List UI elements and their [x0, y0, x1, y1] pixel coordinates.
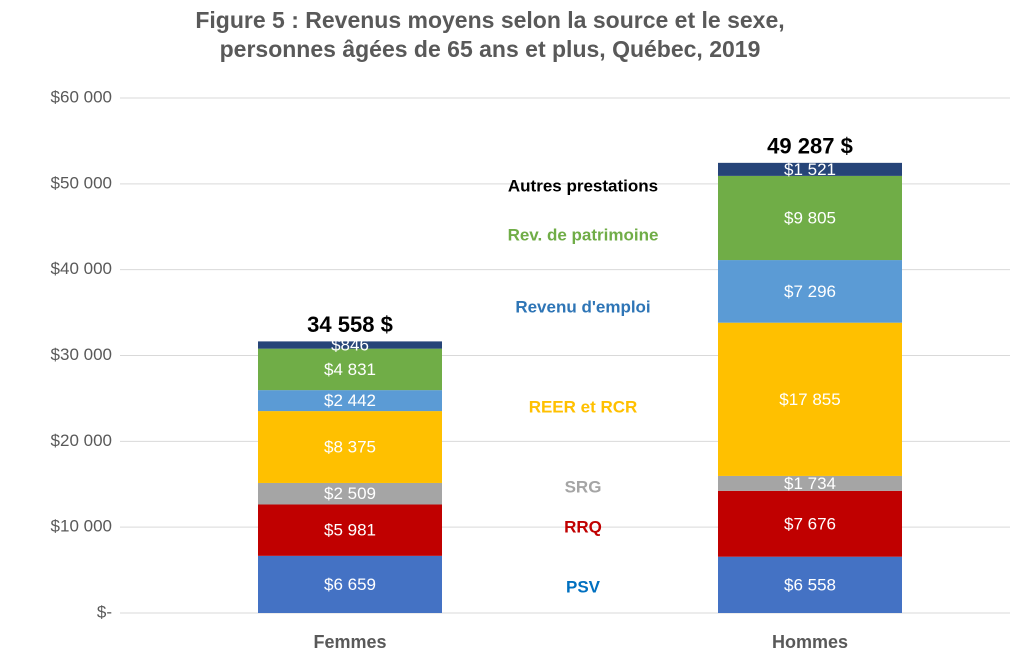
legend-label: Revenu d'emploi — [515, 297, 650, 316]
x-tick-label: Hommes — [772, 632, 848, 652]
legend-label: RRQ — [564, 517, 602, 536]
y-tick-label: $20 000 — [51, 431, 112, 450]
value-label: $1 521 — [784, 160, 836, 179]
bar-segment — [718, 556, 902, 613]
value-label: $2 509 — [324, 484, 376, 503]
bar-segment — [258, 482, 442, 505]
y-tick-label: $40 000 — [51, 259, 112, 278]
total-label: 34 558 $ — [307, 312, 393, 337]
chart-title: personnes âgées de 65 ans et plus, Québe… — [220, 36, 761, 62]
value-label: $1 734 — [784, 474, 836, 493]
value-label: $5 981 — [324, 521, 376, 540]
y-tick-label: $- — [97, 602, 112, 621]
value-label: $6 659 — [324, 575, 376, 594]
value-label: $2 442 — [324, 391, 376, 410]
legend-label: REER et RCR — [529, 397, 638, 416]
bar-segment — [258, 390, 442, 412]
bar-segment — [718, 475, 902, 491]
bar-segment — [258, 555, 442, 613]
bar-segment — [718, 490, 902, 557]
y-tick-label: $50 000 — [51, 173, 112, 192]
legend-label: PSV — [566, 577, 601, 596]
legend-label: Autres prestations — [508, 176, 658, 195]
legend-label: Rev. de patrimoine — [508, 225, 659, 244]
bar-segment — [718, 175, 902, 261]
value-label: $7 296 — [784, 282, 836, 301]
legend-label: SRG — [565, 477, 602, 496]
bar-segment — [258, 411, 442, 483]
value-label: $7 676 — [784, 514, 836, 533]
y-tick-label: $30 000 — [51, 345, 112, 364]
chart-title: Figure 5 : Revenus moyens selon la sourc… — [195, 7, 784, 33]
total-label: 49 287 $ — [767, 134, 853, 159]
bar-segment — [718, 260, 902, 323]
value-label: $6 558 — [784, 575, 836, 594]
x-tick-label: Femmes — [313, 632, 386, 652]
y-tick-label: $10 000 — [51, 517, 112, 536]
bar-segment — [718, 322, 902, 476]
bar-segment — [258, 504, 442, 556]
value-label: $17 855 — [779, 390, 840, 409]
value-label: $8 375 — [324, 438, 376, 457]
y-tick-label: $60 000 — [51, 87, 112, 106]
value-label: $846 — [331, 336, 369, 355]
value-label: $9 805 — [784, 208, 836, 227]
bar-segment — [258, 341, 442, 349]
bar-segment — [258, 348, 442, 391]
value-label: $4 831 — [324, 360, 376, 379]
bar-segment — [718, 162, 902, 176]
